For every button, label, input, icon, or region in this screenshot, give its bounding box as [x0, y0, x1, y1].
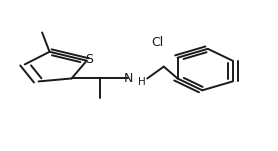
- Text: Cl: Cl: [152, 36, 164, 49]
- Text: H: H: [138, 77, 145, 87]
- Text: N: N: [123, 72, 133, 85]
- Text: S: S: [85, 53, 93, 66]
